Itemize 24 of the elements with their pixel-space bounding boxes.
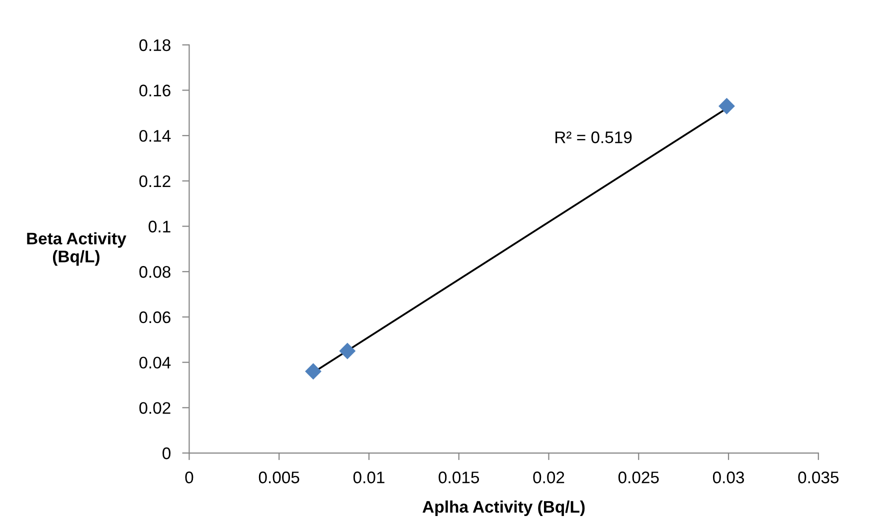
y-tick-label: 0.02 (139, 402, 170, 414)
y-tick-label: 0.1 (148, 220, 170, 232)
x-axis-title: Aplha Activity (Bq/L) (422, 500, 585, 516)
point (305, 363, 322, 380)
x-tick-label: 0.015 (438, 472, 480, 484)
x-tick-label: 0.01 (353, 472, 384, 484)
x-tick-label: 0.005 (258, 472, 300, 484)
point (718, 98, 735, 114)
x-tick-label: 0.03 (712, 472, 744, 484)
y-tick-label: 0.08 (139, 266, 170, 278)
annotation: R² = 0.519 (556, 131, 632, 144)
y-tick-label: 0.14 (139, 130, 171, 142)
y-tick-label: 0.06 (139, 311, 170, 324)
y-tick-label: 0.04 (139, 356, 171, 369)
x-tick-label: 0.02 (533, 472, 564, 484)
x-tick-label: 0.025 (618, 472, 659, 484)
y-tick-label: 0.16 (139, 84, 170, 96)
y-tick-label: 0.12 (139, 175, 170, 188)
y-axis-title: Beta Activity (Bq/L) (27, 232, 126, 266)
point (339, 342, 356, 360)
x-tick-label: 0 (185, 472, 194, 484)
y-tick-label: 0.18 (139, 39, 170, 52)
x-tick-label: 0.035 (798, 472, 839, 484)
y-tick-label: 0 (162, 447, 170, 460)
